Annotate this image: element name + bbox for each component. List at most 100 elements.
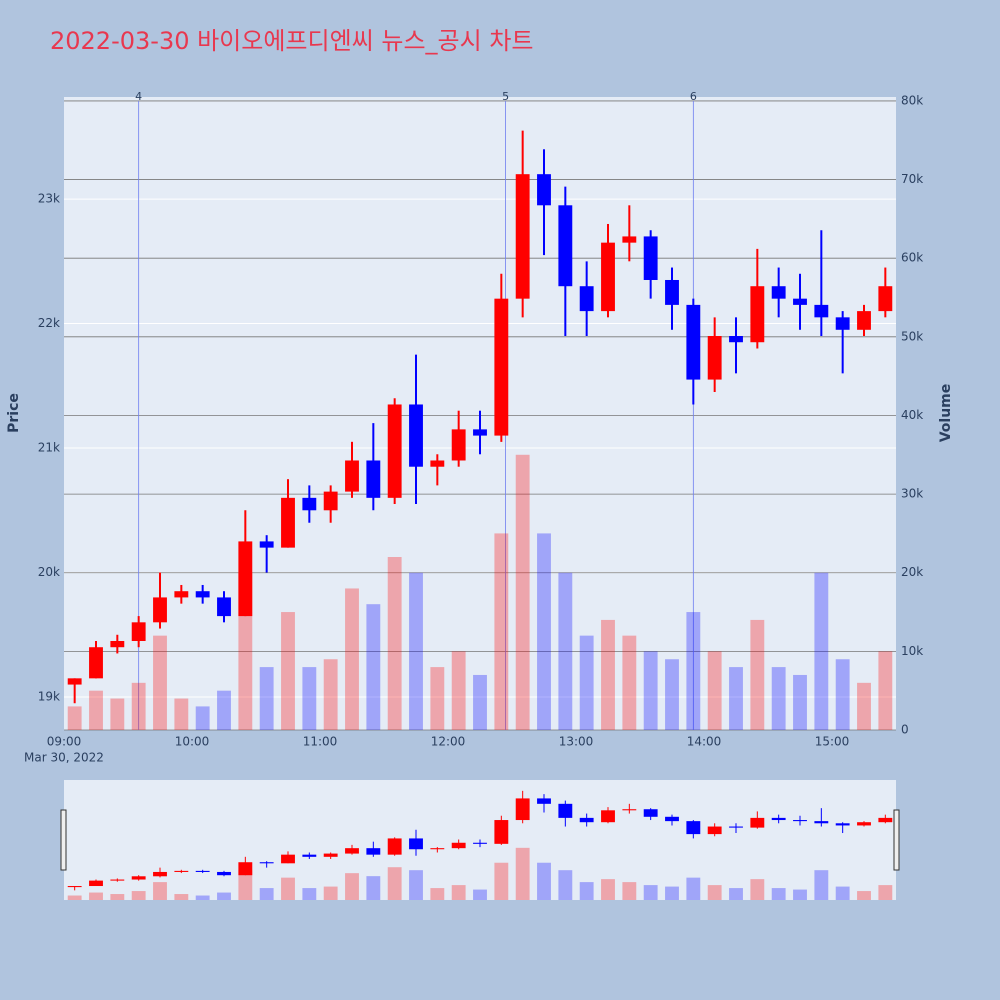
y-axis-title: Price xyxy=(6,393,22,433)
volume-bar xyxy=(345,588,359,730)
slider-volume-bar xyxy=(153,882,167,900)
volume-bar xyxy=(302,667,317,730)
x-date-label: Mar 30, 2022 xyxy=(24,751,104,765)
slider-candle-body xyxy=(387,838,402,855)
news-label: 6 xyxy=(690,90,697,103)
slider-handle[interactable] xyxy=(60,809,67,871)
candle-body xyxy=(345,460,359,492)
slider-volume-bar xyxy=(366,876,381,900)
x-tick-label: 11:00 xyxy=(303,735,338,749)
slider-candle-body xyxy=(643,809,658,817)
slider-candle-body xyxy=(302,854,317,857)
slider-candle-body xyxy=(67,886,82,888)
volume-bar xyxy=(131,682,146,730)
x-tick-label: 10:00 xyxy=(175,735,210,749)
candle-body xyxy=(707,336,722,380)
candle-body xyxy=(195,591,210,598)
candle-body xyxy=(771,286,786,299)
slider-volume-bar xyxy=(89,892,103,900)
volume-bar xyxy=(665,659,679,730)
y-tick-label: 23k xyxy=(38,192,60,206)
y2-tick-label: 70k xyxy=(901,172,923,186)
slider-candle-body xyxy=(409,838,423,850)
slider-volume-bar xyxy=(750,879,765,900)
x-tick-label: 14:00 xyxy=(687,735,722,749)
slider-candle-body xyxy=(857,822,871,826)
slider-candle-body xyxy=(729,826,743,828)
news-label: 4 xyxy=(135,90,142,103)
volume-bar xyxy=(643,651,658,730)
slider-candle-body xyxy=(89,880,103,887)
volume-bar xyxy=(537,533,551,730)
chart-title: 2022-03-30 바이오에프디엔씨 뉴스_공시 차트 xyxy=(50,27,533,55)
volume-bar xyxy=(558,572,573,730)
y2-tick-label: 10k xyxy=(901,644,923,658)
volume-bar xyxy=(814,572,829,730)
slider-candle-body xyxy=(750,817,765,828)
candle-body xyxy=(857,311,871,330)
candle-body xyxy=(665,279,679,305)
candle-body xyxy=(537,174,551,206)
volume-bar xyxy=(451,651,466,730)
slider-candle-body xyxy=(238,862,253,876)
y2-tick-label: 30k xyxy=(901,487,923,501)
slider-candle-body xyxy=(494,820,509,844)
slider-candle-body xyxy=(665,816,679,822)
volume-bar xyxy=(707,651,722,730)
candle-body xyxy=(558,205,573,287)
slider-volume-bar xyxy=(110,894,125,900)
slider-volume-bar xyxy=(473,889,487,900)
slider-volume-bar xyxy=(857,891,871,900)
volume-bar xyxy=(409,572,423,730)
candle-body xyxy=(153,597,167,623)
volume-bar xyxy=(793,674,807,730)
slider-volume-bar xyxy=(729,888,743,900)
y2-tick-label: 60k xyxy=(901,251,923,265)
x-tick-label: 13:00 xyxy=(559,735,594,749)
volume-bar xyxy=(601,619,615,730)
candle-body xyxy=(515,174,530,299)
volume-bar xyxy=(729,667,743,730)
candle-body xyxy=(323,491,338,511)
volume-bar xyxy=(67,706,82,730)
y2-tick-label: 20k xyxy=(901,565,923,579)
volume-bar xyxy=(473,674,487,730)
slider-volume-bar xyxy=(707,885,722,900)
candle-body xyxy=(302,497,317,511)
candle-body xyxy=(259,541,274,548)
candle-body xyxy=(494,298,509,436)
slider-volume-bar xyxy=(771,888,786,900)
candle-body xyxy=(387,404,402,498)
slider-volume-bar xyxy=(878,885,893,900)
slider-candle-body xyxy=(110,879,125,881)
slider-volume-bar xyxy=(430,888,445,900)
volume-bar xyxy=(366,604,381,730)
slider-candle-body xyxy=(430,848,445,850)
news-label: 5 xyxy=(502,90,509,103)
volume-bar xyxy=(771,667,786,730)
y2-tick-label: 80k xyxy=(901,93,923,107)
slider-volume-bar xyxy=(259,888,274,900)
slider-candle-body xyxy=(814,821,829,824)
slider-handle[interactable] xyxy=(893,809,900,871)
candle-body xyxy=(430,460,445,467)
slider-candle-body xyxy=(537,798,551,804)
volume-bar xyxy=(857,682,871,730)
slider-volume-bar xyxy=(665,886,679,900)
volume-bar xyxy=(878,651,893,730)
slider-volume-bar xyxy=(387,867,402,900)
candle-body xyxy=(835,317,850,330)
slider-volume-bar xyxy=(409,870,423,900)
slider-volume-bar xyxy=(494,862,509,900)
slider-volume-bar xyxy=(281,877,295,900)
slider-volume-bar xyxy=(67,895,82,900)
slider-candle-body xyxy=(601,810,615,823)
slider-volume-bar xyxy=(686,877,701,900)
volume-bar xyxy=(110,698,125,730)
y2-tick-label: 40k xyxy=(901,408,923,422)
volume-bar xyxy=(89,690,103,730)
volume-bar xyxy=(494,533,509,730)
volume-bar xyxy=(750,619,765,730)
candle-body xyxy=(110,640,125,648)
